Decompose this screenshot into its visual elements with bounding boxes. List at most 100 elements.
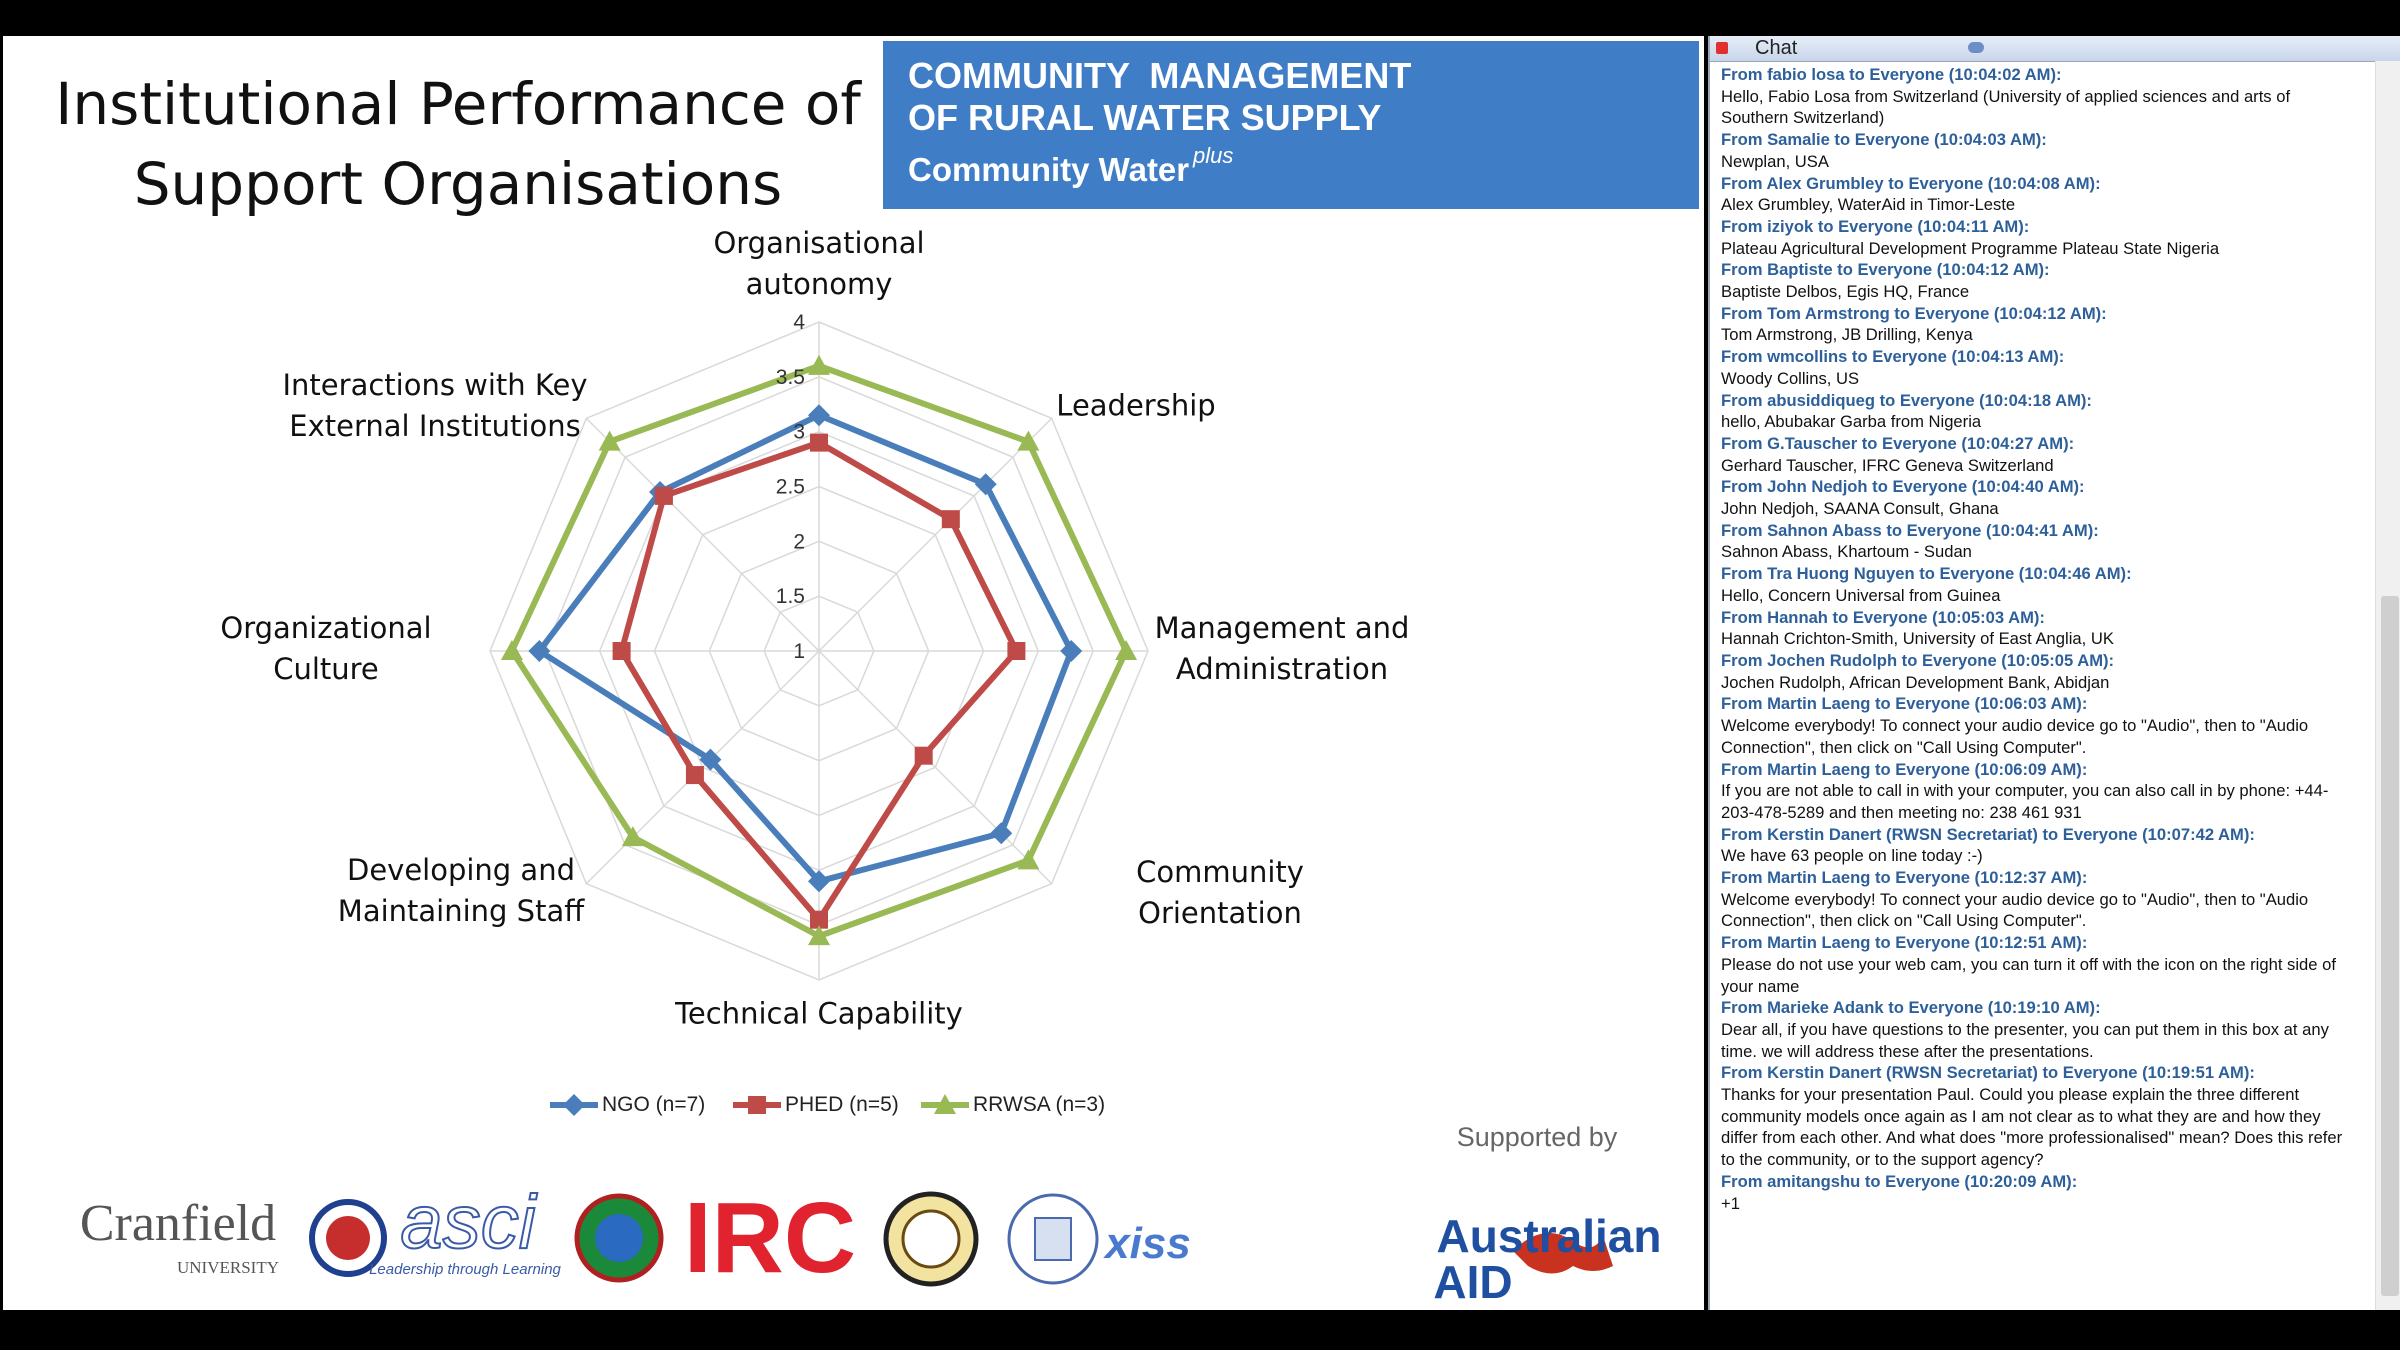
r-tick-label: 3 [793, 421, 805, 444]
chat-sender: From abusiddiqueg to Everyone (10:04:18 … [1721, 390, 2092, 410]
sponsor-line1: Australian [1437, 1210, 1662, 1262]
chart: Cranfield UNIVERSITY asci Leadership thr… [80, 311, 1662, 1308]
cranfield-sub: UNIVERSITY [177, 1258, 279, 1277]
chat-sender: From Tra Huong Nguyen to Everyone (10:04… [1721, 564, 2132, 584]
xiss-shield [1034, 1217, 1072, 1261]
chat-message: Gerhard Tauscher, IFRC Geneva Switzerlan… [1721, 455, 2054, 475]
legend-marker [748, 1096, 766, 1114]
r-tick-label: 3.5 [776, 366, 805, 389]
legend-marker [934, 1094, 956, 1114]
chat-sender: From Kerstin Danert (RWSN Secretariat) t… [1721, 824, 2255, 844]
axis-label: Management and Administration [1154, 611, 1410, 686]
chat-icon [1968, 42, 1984, 53]
marker [1017, 430, 1040, 451]
chat-sender: From Marieke Adank to Everyone (10:19:10… [1721, 998, 2101, 1018]
asci-sub: Leadership through Learning [369, 1261, 561, 1278]
chat-message: hello, Abubakar Garba from Nigeria [1721, 412, 1982, 432]
banner-line: COMMUNITY MANAGEMENT [908, 55, 1412, 96]
chat-sender: From Jochen Rudolph to Everyone (10:05:0… [1721, 650, 2115, 670]
chat-sender: From Martin Laeng to Everyone (10:12:37 … [1721, 868, 2088, 888]
r-tick-label: 4 [793, 311, 805, 334]
chat-message: John Nedjoh, SAANA Consult, Ghana [1721, 499, 1999, 519]
chat-message: Jochen Rudolph, African Development Bank… [1721, 672, 2110, 692]
marker [808, 925, 830, 946]
chat-message: Hannah Crichton-Smith, University of Eas… [1721, 629, 2114, 649]
scroll-thumb[interactable] [2381, 596, 2399, 1296]
chat-sender: From Tom Armstrong to Everyone (10:04:12… [1721, 303, 2107, 323]
chat-message: Hello, Concern Universal from Guinea [1721, 585, 2001, 605]
r-tick-label: 2 [793, 530, 805, 553]
marker [810, 910, 828, 929]
marker [808, 354, 830, 375]
marker [1007, 642, 1026, 660]
chat-message: +1 [1721, 1193, 1740, 1213]
marker [612, 642, 631, 660]
chat-message: Please do not use your web cam, you can … [1721, 954, 2336, 996]
legend-label: NGO (n=7) [602, 1093, 706, 1116]
chat-message: Baptiste Delbos, Egis HQ, France [1721, 282, 1970, 302]
marker [974, 473, 997, 496]
marker [1017, 849, 1040, 870]
axis-label: Community Orientation [1136, 855, 1304, 930]
chat-sender: From John Nedjoh to Everyone (10:04:40 A… [1721, 477, 2085, 497]
marker [699, 748, 722, 771]
chat-sender: From fabio losa to Everyone (10:04:02 AM… [1721, 65, 2062, 84]
banner-brand: Community Water [908, 151, 1190, 188]
legend-label: PHED (n=5) [785, 1093, 899, 1116]
ngo-emblem-core [595, 1214, 643, 1262]
chat-sender: From iziyok to Everyone (10:04:11 AM): [1721, 216, 2030, 236]
chat-sender: From Hannah to Everyone (10:05:03 AM): [1721, 607, 2045, 627]
r-tick-label: 1 [793, 640, 805, 663]
chat-message: If you are not able to call in with your… [1721, 781, 2329, 822]
chat-message: Hello, Fabio Losa from Switzerland (Univ… [1721, 86, 2291, 128]
govt-emblem-core [901, 1209, 961, 1269]
chat-sender: From G.Tauscher to Everyone (10:04:27 AM… [1721, 433, 2075, 453]
scrollbar[interactable] [2375, 61, 2400, 1310]
chat-message: Alex Grumbley, WaterAid in Timor-Leste [1721, 195, 2016, 215]
marker [500, 640, 523, 660]
chat-message: We have 63 people on line today :-) [1721, 846, 1983, 866]
supported-by: Supported by [1457, 1122, 1618, 1152]
chat-sender: From Kerstin Danert (RWSN Secretariat) t… [1721, 1063, 2255, 1083]
axis-label: Organizational Culture [220, 611, 432, 686]
r-tick-label: 1.5 [776, 585, 805, 608]
chat-message: Welcome everybody! To connect your audio… [1721, 716, 2309, 757]
banner-brand-sup: plus [1193, 143, 1234, 168]
chat-sender: From Samalie to Everyone (10:04:03 AM): [1721, 130, 2047, 150]
chat-sender: From Sahnon Abass to Everyone (10:04:41 … [1721, 520, 2099, 540]
chat-sender: From amitangshu to Everyone (10:20:09 AM… [1721, 1171, 2078, 1191]
irc-logo: IRC [684, 1182, 856, 1294]
marker [1115, 640, 1138, 660]
marker [1060, 640, 1083, 662]
marker [598, 430, 621, 451]
chat-sender: From Martin Laeng to Everyone (10:06:03 … [1721, 694, 2088, 714]
marker [528, 640, 551, 662]
chat-close[interactable] [1716, 42, 1728, 54]
chat-message: Sahnon Abass, Khartoum - Sudan [1721, 542, 1972, 562]
kangaroo [1513, 1233, 1613, 1274]
xiss-logo: xiss [1103, 1219, 1191, 1268]
marker [808, 404, 830, 427]
marker [810, 433, 828, 452]
banner-line: OF RURAL WATER SUPPLY [908, 97, 1382, 138]
chat-message: Woody Collins, US [1721, 368, 1860, 388]
sponsor-line2: AID [1433, 1256, 1512, 1308]
chat-message: Dear all, if you have questions to the p… [1721, 1019, 2329, 1061]
legend-marker [563, 1094, 585, 1116]
chat-sender: From wmcollins to Everyone (10:04:13 AM)… [1721, 347, 2065, 367]
chat-sender: From Alex Grumbley to Everyone (10:04:08… [1721, 173, 2101, 193]
chat-sender: From Martin Laeng to Everyone (10:12:51 … [1721, 933, 2088, 953]
chat-title: Chat [1755, 37, 1798, 59]
slide: Cranfield UNIVERSITY asci Leadership thr… [3, 36, 1704, 1310]
marker [990, 822, 1013, 845]
axis-label: Organisational autonomy [713, 226, 925, 301]
chat-message: Newplan, USA [1721, 151, 1829, 171]
marker [941, 510, 960, 529]
axis-label: Interactions with Key External Instituti… [282, 368, 588, 443]
spoke [818, 650, 1053, 885]
slide-title: Institutional Performance of Support Org… [55, 70, 861, 218]
spoke [818, 417, 1053, 652]
axis-label: Leadership [1056, 388, 1216, 423]
cranfield-logo: Cranfield [80, 1195, 276, 1252]
